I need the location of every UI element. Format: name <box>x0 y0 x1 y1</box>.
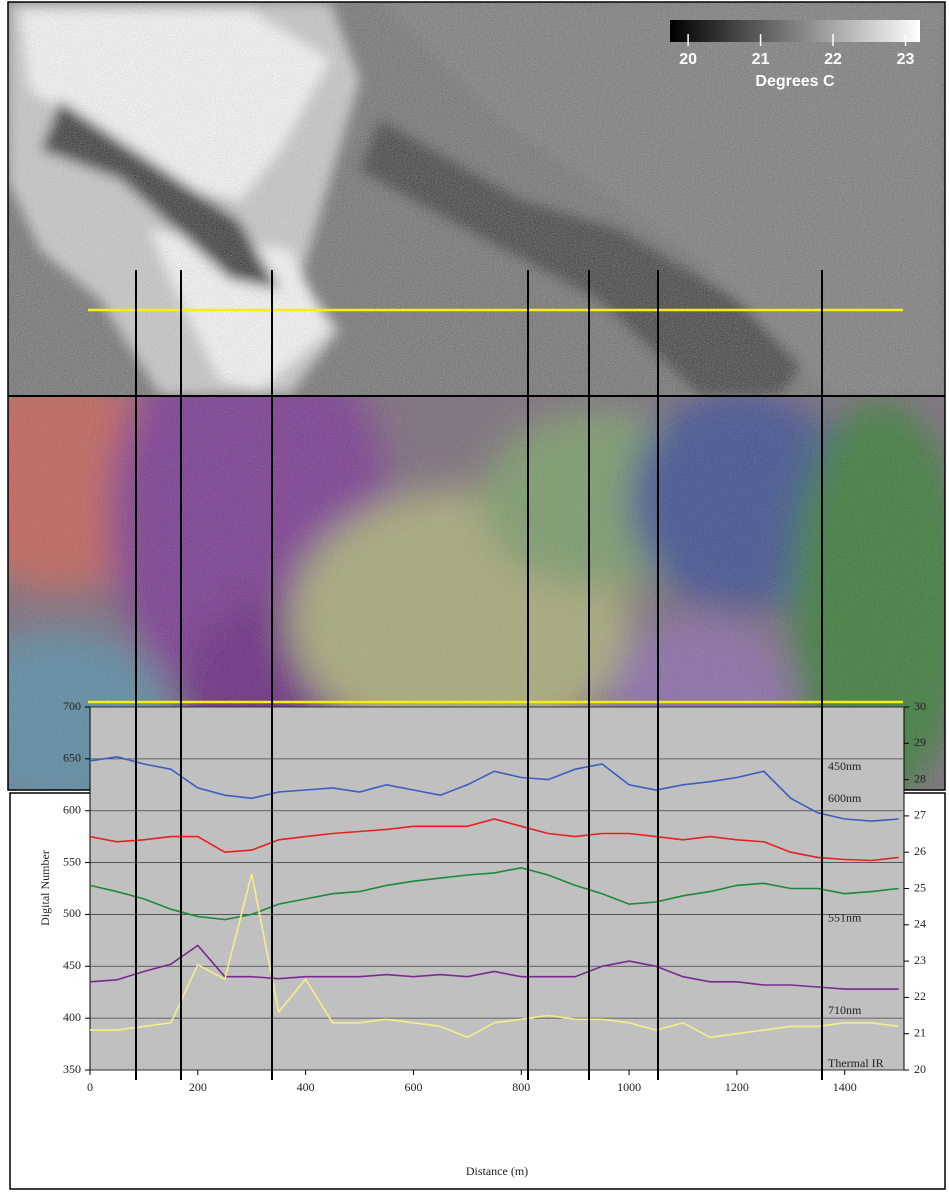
x-tick-label: 600 <box>404 1080 422 1094</box>
x-tick-label: 0 <box>87 1080 93 1094</box>
colorbar-label: Degrees C <box>755 73 835 90</box>
y-tick-label: 600 <box>63 802 81 816</box>
y2-tick-label: 27 <box>914 808 926 822</box>
x-tick-label: 400 <box>297 1080 315 1094</box>
colorbar-ramp <box>670 20 920 42</box>
y-tick-label: 700 <box>63 699 81 713</box>
y-tick-label: 650 <box>63 751 81 765</box>
figure: 350 400 450 500 550 600 650 700 20 21 22 23 24 25 26 27… <box>0 0 949 1193</box>
y-tick-label: 450 <box>63 958 81 972</box>
y2-tick-label: 26 <box>914 844 926 858</box>
series-label: 710nm <box>828 1003 862 1017</box>
y2-tick-label: 23 <box>914 953 926 967</box>
y-axis-label: Digital Number <box>38 850 52 926</box>
colorbar-tick-label: 21 <box>752 51 770 68</box>
y-tick-label: 350 <box>63 1062 81 1076</box>
plot-area <box>90 707 904 1070</box>
colorbar-tick-label: 22 <box>824 51 842 68</box>
colorbar-tick-label: 23 <box>897 51 915 68</box>
y2-tick-label: 24 <box>914 917 926 931</box>
colorbar-tick-label: 20 <box>679 51 697 68</box>
y2-tick-label: 21 <box>914 1025 926 1039</box>
y2-tick-label: 29 <box>914 735 926 749</box>
x-tick-label: 1400 <box>833 1080 857 1094</box>
y-tick-label: 500 <box>63 906 81 920</box>
y-tick-label: 400 <box>63 1010 81 1024</box>
x-axis-label: Distance (m) <box>466 1164 528 1178</box>
y2-tick-label: 22 <box>914 989 926 1003</box>
series-label: 551nm <box>828 910 862 924</box>
y2-tick-label: 28 <box>914 771 926 785</box>
y2-tick-label: 30 <box>914 699 926 713</box>
series-label: Thermal IR <box>828 1056 884 1070</box>
y2-tick-label: 20 <box>914 1062 926 1076</box>
series-label: 600nm <box>828 791 862 805</box>
x-tick-label: 200 <box>189 1080 207 1094</box>
x-tick-label: 800 <box>512 1080 530 1094</box>
x-tick-label: 1200 <box>725 1080 749 1094</box>
thermal-image <box>8 2 945 395</box>
y2-tick-label: 25 <box>914 880 926 894</box>
y-tick-label: 550 <box>63 854 81 868</box>
x-tick-label: 1000 <box>617 1080 641 1094</box>
series-label: 450nm <box>828 759 862 773</box>
